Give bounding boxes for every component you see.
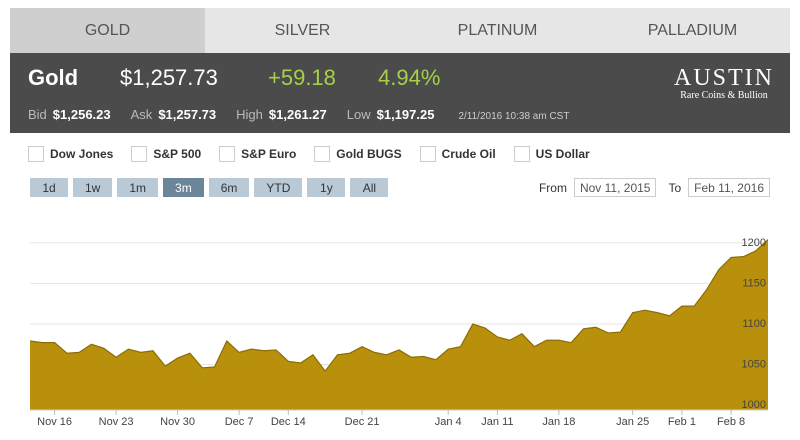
- x-tick-label: Nov 30: [160, 416, 195, 428]
- checkbox[interactable]: [28, 146, 44, 162]
- from-label: From: [538, 180, 567, 195]
- compare-options: Dow Jones S&P 500 S&P Euro Gold BUGS Crude O…: [28, 146, 608, 162]
- range-button[interactable]: 1m: [117, 178, 159, 197]
- compare-option[interactable]: Dow Jones: [28, 146, 113, 162]
- y-tick-label: 1000: [742, 399, 766, 411]
- compare-option[interactable]: S&P Euro: [219, 146, 296, 162]
- x-tick-label: Jan 11: [481, 416, 513, 428]
- compare-option[interactable]: S&P 500: [131, 146, 201, 162]
- checkbox[interactable]: [131, 146, 148, 162]
- x-tick-label: Jan 25: [616, 416, 649, 428]
- compare-label: S&P Euro: [241, 147, 297, 161]
- to-label: To: [668, 180, 682, 195]
- y-tick-label: 1100: [742, 318, 766, 330]
- date-range: From Nov 11, 2015 To Feb 11, 2016: [539, 178, 770, 197]
- x-tick-label: Nov 16: [37, 416, 72, 428]
- x-tick-label: Nov 23: [99, 416, 134, 428]
- price: $1,257.73: [120, 65, 218, 90]
- range-button[interactable]: All: [350, 178, 389, 197]
- checkbox[interactable]: [513, 146, 530, 162]
- logo: AUSTIN Rare Coins & Bullion: [674, 65, 774, 101]
- tab[interactable]: SILVER: [274, 21, 331, 39]
- metal-name: Gold: [28, 65, 79, 90]
- detail-value: $1,256.23: [52, 107, 111, 122]
- detail-value: $1,261.27: [268, 107, 327, 122]
- detail-label: Ask: [130, 107, 153, 122]
- x-tick-label: Dec 7: [225, 416, 254, 428]
- checkbox[interactable]: [419, 146, 436, 162]
- checkbox[interactable]: [314, 146, 331, 162]
- y-tick-label: 1200: [742, 237, 766, 249]
- from-input[interactable]: Nov 11, 2015: [573, 178, 657, 197]
- range-button[interactable]: 1d: [30, 178, 68, 197]
- compare-option[interactable]: Crude Oil: [419, 146, 496, 162]
- y-tick-label: 1150: [742, 277, 766, 289]
- quote-details: Bid $1,256.23 Ask $1,257.73 High $1,261.27 Low…: [28, 107, 569, 122]
- compare-label: US Dollar: [535, 147, 590, 161]
- to-input[interactable]: Feb 11, 2016: [688, 178, 770, 197]
- tab[interactable]: GOLD: [10, 8, 205, 53]
- range-button[interactable]: YTD: [254, 178, 303, 197]
- compare-option[interactable]: US Dollar: [513, 146, 590, 162]
- logo-name: AUSTIN: [674, 65, 774, 91]
- quote-header: Gold $1,257.73 +59.18 4.94% Bid $1,256.23…: [10, 53, 790, 133]
- checkbox[interactable]: [219, 146, 236, 162]
- x-tick-label: Jan 4: [435, 416, 462, 428]
- tab[interactable]: PALLADIUM: [647, 21, 738, 39]
- x-tick-label: Feb 8: [717, 416, 745, 428]
- compare-label: Dow Jones: [50, 147, 114, 161]
- y-tick-label: 1050: [742, 358, 766, 370]
- compare-label: Gold BUGS: [336, 147, 402, 161]
- line: [29, 239, 769, 373]
- timestamp: 2/11/2016 10:38 am CST: [458, 111, 570, 122]
- detail-value: $1,257.73: [158, 107, 217, 122]
- x-tick-label: Dec 14: [271, 416, 306, 428]
- tab[interactable]: PLATINUM: [457, 21, 538, 39]
- quote-row: Gold $1,257.73 +59.18 4.94%: [28, 65, 488, 91]
- range-button[interactable]: 1y: [307, 178, 346, 197]
- change-percent: 4.94%: [378, 65, 441, 90]
- area: [30, 239, 768, 410]
- compare-label: S&P 500: [153, 147, 202, 161]
- compare-label: Crude Oil: [441, 147, 496, 161]
- range-button[interactable]: 6m: [208, 178, 250, 197]
- logo-tagline: Rare Coins & Bullion: [680, 90, 768, 101]
- detail-label: Low: [346, 107, 371, 122]
- detail-label: Bid: [28, 107, 47, 122]
- change: +59.18: [268, 65, 336, 90]
- metal-tabs: GOLD SILVER PLATINUM PALLADIUM: [10, 8, 790, 53]
- x-tick-label: Feb 1: [668, 416, 696, 428]
- detail-value: $1,197.25: [376, 107, 435, 122]
- range-button[interactable]: 3m: [163, 178, 204, 197]
- range-buttons: 1d 1w 1m 3m 6m YTD 1y All: [30, 178, 393, 197]
- detail-label: High: [236, 107, 263, 122]
- compare-option[interactable]: Gold BUGS: [314, 146, 402, 162]
- x-tick-label: Dec 21: [345, 416, 380, 428]
- x-tick-label: Jan 18: [542, 416, 575, 428]
- range-button[interactable]: 1w: [73, 178, 113, 197]
